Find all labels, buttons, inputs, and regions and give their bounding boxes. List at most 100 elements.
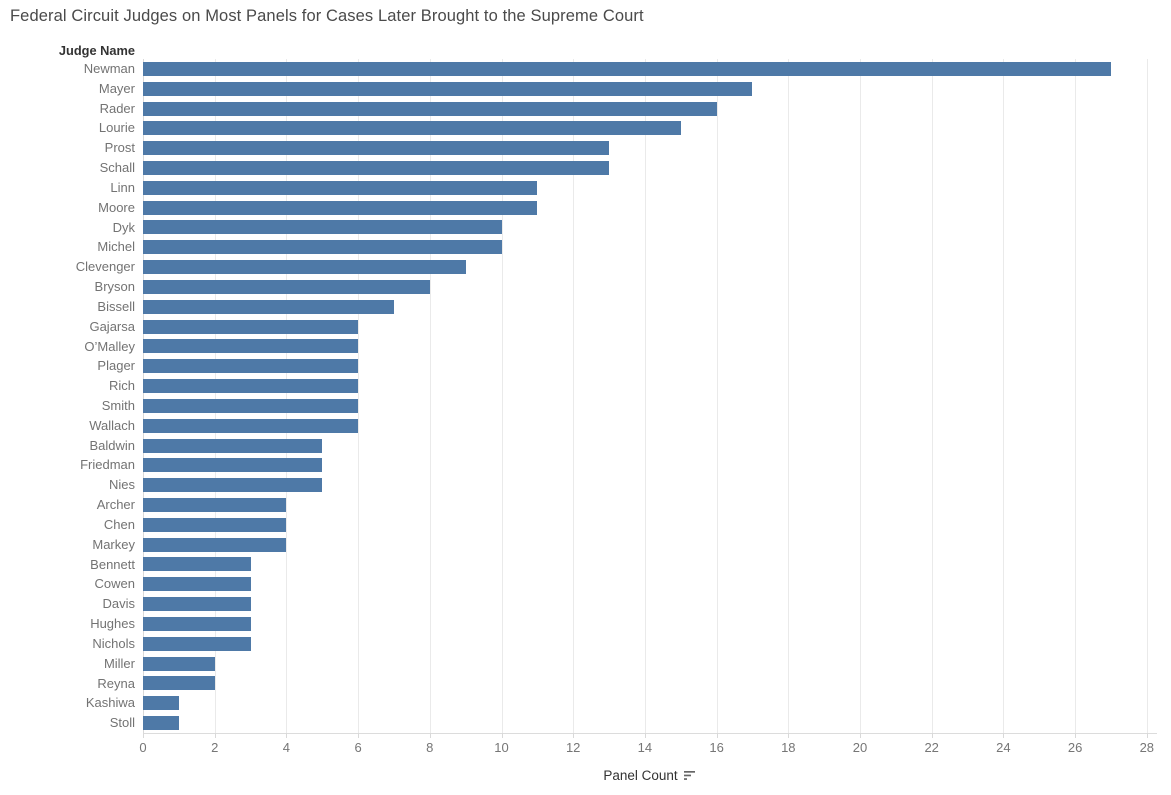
bar[interactable]: [143, 696, 179, 711]
bar-row: Nies: [0, 475, 1171, 495]
bar[interactable]: [143, 339, 359, 354]
chart-title: Federal Circuit Judges on Most Panels fo…: [10, 7, 644, 25]
bar[interactable]: [143, 121, 681, 136]
bar-row: Nichols: [0, 634, 1171, 654]
axis-tick-label: 2: [211, 740, 219, 755]
bar[interactable]: [143, 498, 287, 513]
gridline: [501, 59, 503, 733]
bar[interactable]: [143, 279, 430, 294]
x-axis-title-label: Panel Count: [603, 767, 678, 783]
judge-label: Plager: [97, 358, 135, 374]
judge-label: Clevenger: [75, 259, 135, 275]
judge-label: Friedman: [80, 457, 135, 473]
bar[interactable]: [143, 458, 323, 473]
bar[interactable]: [143, 478, 323, 493]
judge-label: Hughes: [90, 616, 135, 632]
judge-label: Gajarsa: [89, 318, 135, 334]
axis-tick: [501, 733, 503, 738]
bar[interactable]: [143, 616, 251, 631]
axis-tick-label: 20: [852, 740, 868, 755]
gridline: [788, 59, 790, 733]
bar-row: Smith: [0, 396, 1171, 416]
axis-tick: [429, 733, 431, 738]
bar[interactable]: [143, 636, 251, 651]
judge-label: Kashiwa: [85, 695, 135, 711]
bar-row: Lourie: [0, 118, 1171, 138]
axis-tick: [716, 733, 718, 738]
axis-tick: [1003, 733, 1005, 738]
gridline: [143, 59, 144, 733]
judge-label: Davis: [102, 596, 135, 612]
axis-tick-label: 10: [494, 740, 509, 755]
bar-row: Dyk: [0, 218, 1171, 238]
bar[interactable]: [143, 101, 717, 116]
axis-tick: [860, 733, 861, 738]
bar-row: Wallach: [0, 416, 1171, 436]
axis-tick: [573, 733, 575, 738]
bar-row: Bissell: [0, 297, 1171, 317]
bar-row: Michel: [0, 237, 1171, 257]
bar[interactable]: [143, 81, 753, 96]
x-axis-title: Panel Count: [143, 766, 1157, 784]
bar[interactable]: [143, 61, 1111, 76]
bar[interactable]: [143, 398, 359, 413]
judge-label: Nies: [108, 477, 135, 493]
judge-label: Rader: [99, 100, 135, 116]
gridline: [644, 59, 646, 733]
bar-row: Mayer: [0, 79, 1171, 99]
bar-row: Plager: [0, 356, 1171, 376]
judge-label: Nichols: [92, 635, 135, 651]
bar[interactable]: [143, 676, 215, 691]
bar[interactable]: [143, 141, 610, 156]
bar-row: Stoll: [0, 713, 1171, 733]
axis-tick-label: 4: [282, 740, 290, 755]
axis-tick-label: 12: [565, 740, 581, 755]
bar[interactable]: [143, 359, 359, 374]
judge-label: Reyna: [97, 675, 135, 691]
axis-tick: [644, 733, 646, 738]
bar-row: Bryson: [0, 277, 1171, 297]
bar[interactable]: [143, 418, 359, 433]
judge-label: Rich: [108, 378, 135, 394]
bar[interactable]: [143, 299, 394, 314]
bar[interactable]: [143, 379, 359, 394]
bar-row: Chen: [0, 515, 1171, 535]
bar[interactable]: [143, 537, 287, 552]
bar[interactable]: [143, 517, 287, 532]
axis-tick: [286, 733, 288, 738]
bar[interactable]: [143, 200, 538, 215]
axis-tick: [1075, 733, 1077, 738]
bar[interactable]: [143, 161, 610, 176]
judge-label: Baldwin: [89, 437, 135, 453]
bar[interactable]: [143, 597, 251, 612]
bar-row: Cowen: [0, 574, 1171, 594]
bar[interactable]: [143, 557, 251, 572]
judge-label: Lourie: [98, 120, 135, 136]
bar[interactable]: [143, 260, 466, 275]
bar-row: Archer: [0, 495, 1171, 515]
axis-tick-label: 0: [139, 740, 147, 755]
bar[interactable]: [143, 438, 323, 453]
bar-row: O’Malley: [0, 337, 1171, 357]
judge-label: Wallach: [89, 417, 135, 433]
bar[interactable]: [143, 319, 359, 334]
bar-row: Friedman: [0, 455, 1171, 475]
gridline: [1146, 59, 1148, 733]
axis-tick: [214, 733, 216, 738]
bar[interactable]: [143, 577, 251, 592]
judge-label: Stoll: [109, 715, 135, 731]
judge-label: Archer: [96, 497, 135, 513]
judge-label: Bryson: [94, 279, 135, 295]
bar[interactable]: [143, 240, 502, 255]
bar-row: Markey: [0, 535, 1171, 555]
sort-descending-icon[interactable]: [683, 770, 697, 781]
bar-row: Reyna: [0, 674, 1171, 694]
bar[interactable]: [143, 220, 502, 235]
judge-label: Linn: [110, 179, 135, 195]
bar[interactable]: [143, 656, 215, 671]
bar[interactable]: [143, 716, 179, 731]
judge-label: O’Malley: [84, 338, 135, 354]
judge-label: Smith: [101, 398, 135, 413]
bar[interactable]: [143, 180, 538, 195]
axis-tick-label: 16: [709, 740, 724, 755]
